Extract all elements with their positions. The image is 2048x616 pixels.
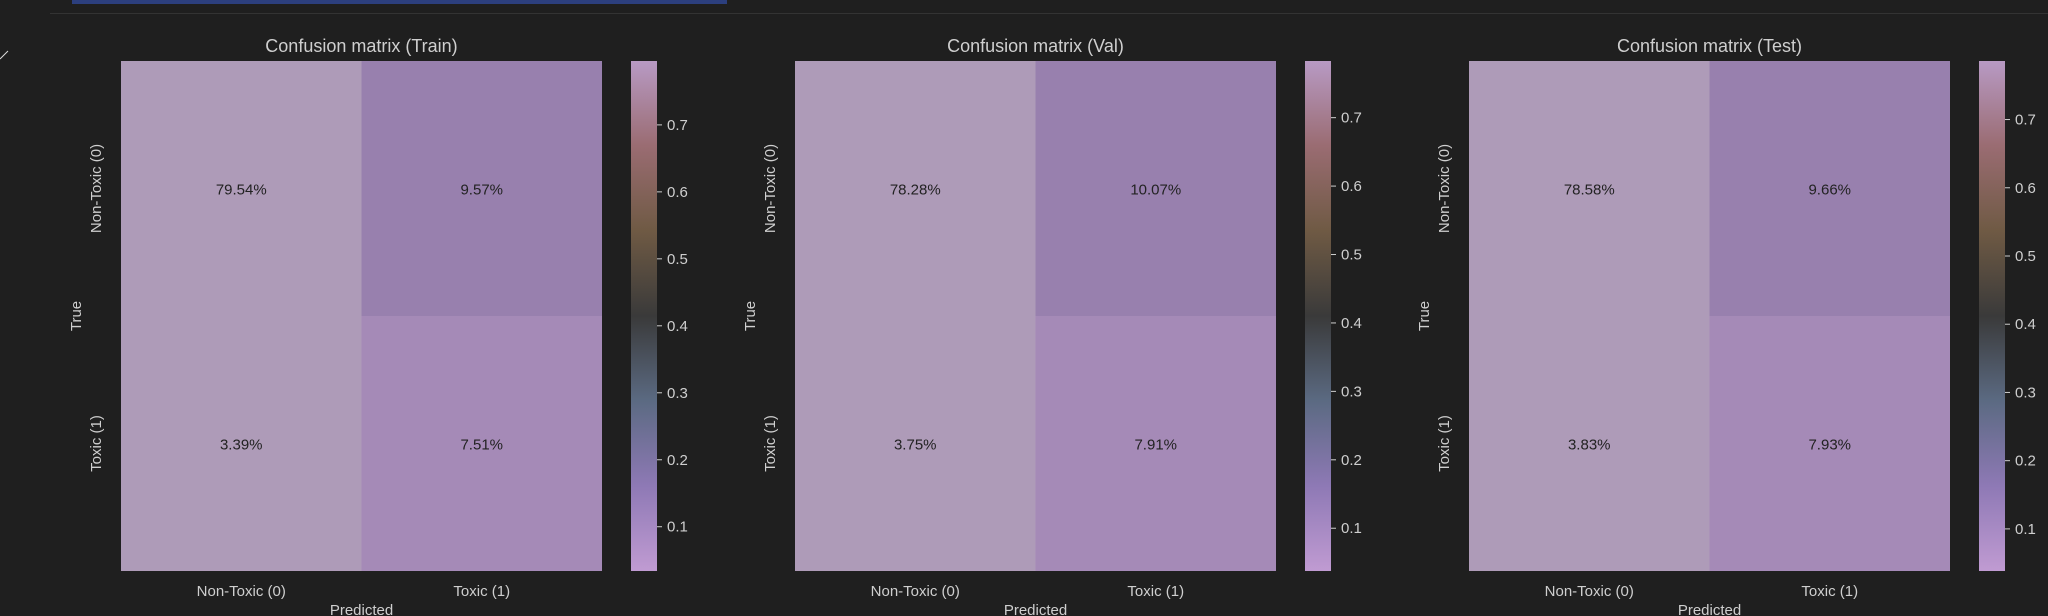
cell-value-label: 3.75% <box>894 437 937 454</box>
x-tick-label: Toxic (1) <box>1801 583 1858 600</box>
chart-title: Confusion matrix (Test) <box>1617 36 1802 56</box>
colorbar-tick-label: 0.5 <box>1341 247 1362 264</box>
cell-value-label: 3.83% <box>1568 437 1611 454</box>
cell-value-label: 9.66% <box>1808 182 1851 199</box>
x-tick-label: Non-Toxic (0) <box>197 583 286 600</box>
x-axis-label: Predicted <box>1678 602 1741 616</box>
colorbar <box>1979 61 2005 571</box>
colorbar-tick-label: 0.6 <box>1341 178 1362 195</box>
heatmap-cell <box>1035 61 1276 316</box>
x-axis-label: Predicted <box>330 602 393 616</box>
heatmap-cell <box>121 61 362 316</box>
colorbar-tick-label: 0.3 <box>2015 384 2036 401</box>
colorbar-tick-label: 0.7 <box>1341 110 1362 127</box>
y-tick-label: Non-Toxic (0) <box>1436 144 1453 233</box>
colorbar <box>1305 61 1331 571</box>
colorbar-tick-label: 0.7 <box>2015 112 2036 129</box>
colorbar <box>631 61 657 571</box>
colorbar-tick-label: 0.3 <box>1341 383 1362 400</box>
confusion-matrix-panel-1: Confusion matrix (Val) 78.28% 10.07% 3.75% 7… <box>742 36 1362 616</box>
y-axis-label: True <box>68 301 85 331</box>
chart-title: Confusion matrix (Val) <box>947 36 1124 56</box>
colorbar-tick-label: 0.2 <box>2015 453 2036 470</box>
heatmap-cell <box>1035 316 1276 571</box>
x-tick-label: Toxic (1) <box>453 583 510 600</box>
colorbar-tick-label: 0.4 <box>2015 316 2036 333</box>
colorbar-tick-label: 0.1 <box>2015 521 2036 538</box>
x-tick-label: Non-Toxic (0) <box>871 583 960 600</box>
heatmap-cell <box>1709 61 1950 316</box>
colorbar-tick-label: 0.1 <box>667 519 688 536</box>
y-tick-label: Non-Toxic (0) <box>88 144 105 233</box>
heatmap-cell <box>1469 61 1710 316</box>
y-axis-label: True <box>742 301 759 331</box>
heatmap-cell <box>1469 316 1710 571</box>
cursor-icon <box>0 50 9 60</box>
confusion-matrix-panel-0: Confusion matrix (Train) 79.54% 9.57% 3.39%… <box>68 36 688 616</box>
cell-value-label: 10.07% <box>1130 182 1181 199</box>
cell-value-label: 79.54% <box>216 182 267 199</box>
colorbar-tick-label: 0.5 <box>667 251 688 268</box>
colorbar-tick-label: 0.1 <box>1341 520 1362 537</box>
y-tick-label: Toxic (1) <box>762 415 779 472</box>
cell-divider <box>50 13 2048 14</box>
colorbar-tick-label: 0.4 <box>667 318 688 335</box>
cell-value-label: 78.58% <box>1564 182 1615 199</box>
chart-title: Confusion matrix (Train) <box>265 36 457 56</box>
cell-value-label: 7.51% <box>460 437 503 454</box>
heatmap-cell <box>795 61 1036 316</box>
x-axis-label: Predicted <box>1004 602 1067 616</box>
colorbar-tick-label: 0.6 <box>667 184 688 201</box>
y-tick-label: Non-Toxic (0) <box>762 144 779 233</box>
colorbar-tick-label: 0.4 <box>1341 315 1362 332</box>
x-tick-label: Non-Toxic (0) <box>1545 583 1634 600</box>
x-tick-label: Toxic (1) <box>1127 583 1184 600</box>
heatmap-cell <box>121 316 362 571</box>
cell-value-label: 7.93% <box>1808 437 1851 454</box>
heatmap-cell <box>795 316 1036 571</box>
heatmap-cell <box>1709 316 1950 571</box>
colorbar-tick-label: 0.5 <box>2015 248 2036 265</box>
colorbar-tick-label: 0.2 <box>667 452 688 469</box>
confusion-matrix-panel-2: Confusion matrix (Test) 78.58% 9.66% 3.83% 7… <box>1416 36 2036 616</box>
cell-value-label: 78.28% <box>890 182 941 199</box>
heatmap-cell <box>361 316 602 571</box>
y-tick-label: Toxic (1) <box>1436 415 1453 472</box>
colorbar-tick-label: 0.3 <box>667 385 688 402</box>
cell-value-label: 9.57% <box>460 182 503 199</box>
colorbar-tick-label: 0.2 <box>1341 452 1362 469</box>
heatmap-cell <box>361 61 602 316</box>
cell-progress-bar <box>72 0 727 4</box>
y-tick-label: Toxic (1) <box>88 415 105 472</box>
cell-value-label: 3.39% <box>220 437 263 454</box>
cell-value-label: 7.91% <box>1134 437 1177 454</box>
colorbar-tick-label: 0.6 <box>2015 180 2036 197</box>
colorbar-tick-label: 0.7 <box>667 117 688 134</box>
y-axis-label: True <box>1416 301 1433 331</box>
